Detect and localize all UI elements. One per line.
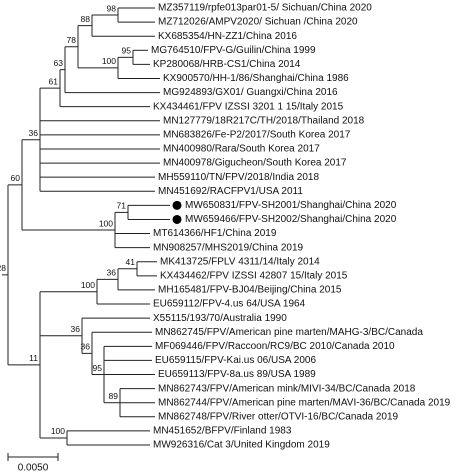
leaf-label: KX900570/HH-1/86/Shanghai/China 1986 [163, 73, 349, 84]
leaf-label: MG924893/GX01/ Guangxi/China 2016 [163, 87, 338, 98]
bootstrap-value: 61 [49, 76, 59, 86]
leaf-label: MW650831/FPV-SH2001/Shanghai/China 2020 [185, 200, 397, 211]
marker-dot [172, 214, 182, 224]
bootstrap-value: 41 [126, 257, 136, 267]
leaf-label: MT614366/HF1/China 2019 [153, 228, 277, 239]
bootstrap-value: 71 [117, 201, 127, 211]
bootstrap-value: 36 [81, 342, 91, 352]
bootstrap-value: 28 [0, 263, 6, 273]
bootstrap-value: 100 [51, 426, 65, 436]
leaf-label: MN400980/Rara/South Korea 2017 [163, 144, 320, 155]
leaf-label: MN862745/FPV/American pine marten/MAHG-3… [155, 327, 423, 338]
bootstrap-value: 95 [93, 363, 103, 373]
bootstrap-value: 36 [29, 128, 39, 138]
leaf-label: EU659115/FPV-Kai.us 06/USA 2006 [155, 355, 316, 366]
bootstrap-value: 60 [11, 173, 21, 183]
marker-dot [172, 200, 182, 210]
leaf-label: MN451652/BFPV/Finland 1983 [153, 426, 292, 437]
bootstrap-value: 89 [109, 391, 119, 401]
leaf-label: MN400978/Gigucheon/South Korea 2017 [163, 158, 347, 169]
leaf-label: KP280068/HRB-CS1/China 2014 [153, 59, 301, 70]
leaf-label: MF069446/FPV/Raccoon/RC9/BC 2010/Canada … [155, 341, 395, 352]
leaf-label: MN127779/18R217C/TH/2018/Thailand 2018 [163, 115, 365, 126]
leaf-label: MN908257/MHS2019/China 2019 [153, 242, 304, 253]
leaf-label: MZ712026/AMPV2020/ Sichuan /China 2020 [158, 17, 358, 28]
bootstrap-value: 95 [122, 46, 132, 56]
leaf-label: EU659113/FPV-8a.us 89/USA 1989 [158, 369, 316, 380]
leaf-label: KX434462/FPV IZSSI 42807 15/Italy 2015 [160, 270, 348, 281]
leaf-label: KX434461/FPV IZSSI 3201 1 15/Italy 2015 [153, 101, 344, 112]
scale-bar-label: 0.0050 [18, 463, 49, 474]
bootstrap-value: 98 [107, 3, 117, 13]
bootstrap-value: 88 [81, 14, 91, 24]
leaf-label: MH559110/TN/FPV/2018/India 2018 [158, 172, 319, 183]
leaf-label: EU659112/FPV-4.us 64/USA 1964 [153, 299, 306, 310]
leaf-label: MH165481/FPV-BJ04/Beijing/China 2015 [158, 285, 342, 296]
bootstrap-value: 100 [99, 218, 113, 228]
leaf-label: MN451692/RACFPV1/USA 2011 [158, 186, 303, 197]
leaf-label: MG764510/FPV-G/Guilin/China 1999 [151, 45, 316, 56]
bootstrap-value: 100 [102, 56, 116, 66]
leaf-label: X55115/193/70/Australia 1990 [153, 313, 287, 324]
bootstrap-value: 78 [67, 35, 77, 45]
leaf-label: MN862748/FPV/River otter/OTVI-16/BC/Cana… [158, 411, 399, 422]
bootstrap-value: 36 [107, 268, 117, 278]
bootstrap-value: 36 [71, 324, 81, 334]
leaf-label: MW926316/Cat 3/United Kingdom 2019 [153, 440, 330, 451]
leaf-label: MN683826/Fe-P2/2017/South Korea 2017 [163, 130, 351, 141]
leaf-label: MN862743/FPV/American mink/MIVI-34/BC/Ca… [158, 383, 416, 394]
leaf-label: MN862744/FPV/American pine marten/MAVI-3… [158, 397, 451, 408]
leaf-label: KX685354/HN-ZZ1/China 2016 [158, 31, 297, 42]
leaf-label: MK413725/FPLV 4311/14/Italy 2014 [160, 256, 320, 267]
bootstrap-value: 100 [81, 280, 95, 290]
bootstrap-value: 63 [54, 58, 64, 68]
leaf-label: MZ357119/rpfe013par01-5/ Sichuan/China 2… [158, 3, 372, 14]
leaf-label: MW659466/FPV-SH2002/Shanghai/China 2020 [185, 214, 397, 225]
bootstrap-value: 11 [29, 353, 38, 363]
